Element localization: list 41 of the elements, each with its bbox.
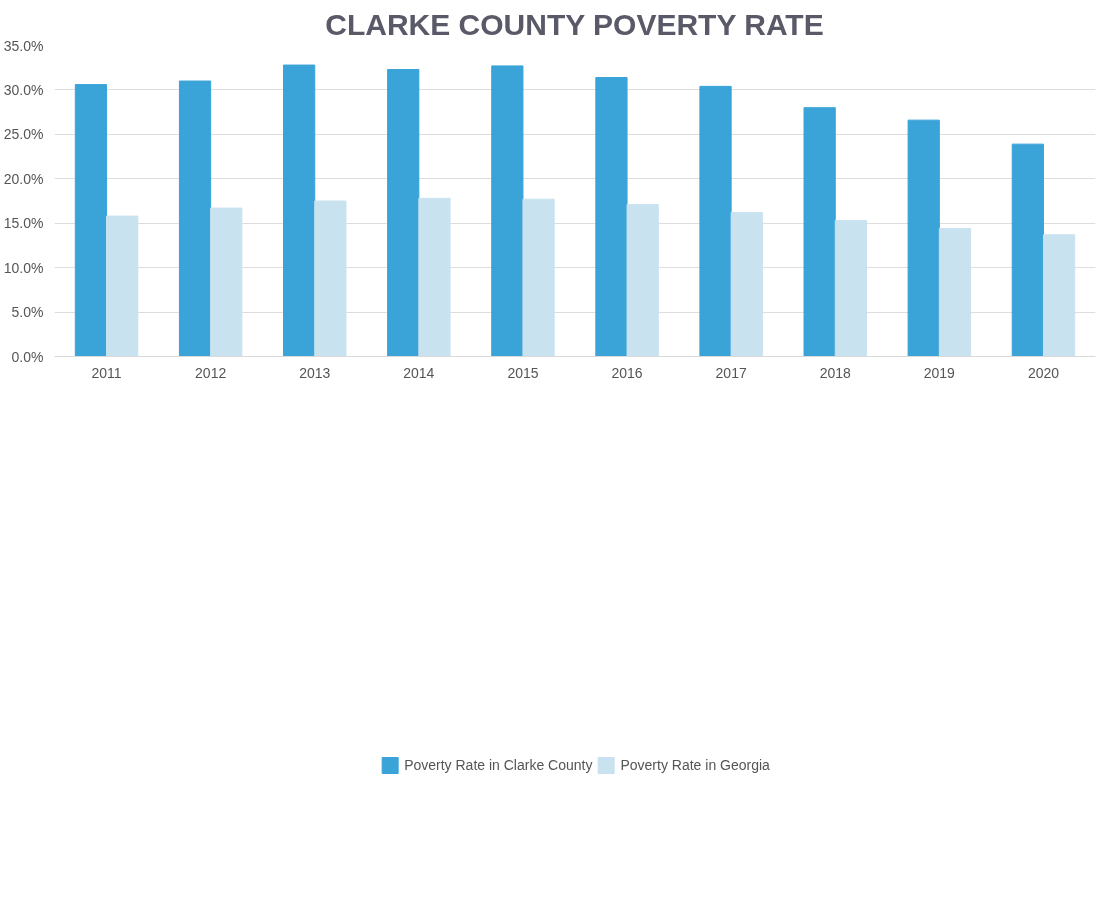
x-tick-label: 2015: [507, 364, 539, 381]
bar: [522, 198, 555, 357]
bar: [730, 212, 763, 357]
y-tick-label: 0.0%: [11, 348, 44, 365]
x-tick-label: 2014: [403, 364, 435, 381]
bar: [907, 119, 940, 357]
bar: [106, 215, 139, 357]
bar: [283, 64, 316, 357]
x-tick-label: 2011: [91, 364, 122, 381]
x-tick-label: 2020: [1027, 364, 1060, 381]
bar: [595, 76, 628, 357]
bar: [210, 207, 243, 357]
x-tick-label: 2018: [819, 364, 852, 381]
legend-label: Poverty Rate in Clarke County: [404, 757, 593, 773]
y-tick-label: 20.0%: [3, 170, 44, 187]
bar: [626, 204, 659, 357]
y-tick-label: 35.0%: [3, 37, 44, 54]
bar: [491, 65, 524, 357]
y-tick-label: 25.0%: [3, 126, 44, 143]
x-tick-label: 2017: [715, 364, 747, 381]
bar: [834, 220, 867, 357]
bar: [803, 107, 836, 357]
x-tick-label: 2012: [195, 364, 227, 381]
y-tick-label: 5.0%: [11, 304, 44, 321]
bar: [1011, 143, 1044, 357]
legend-label: Poverty Rate in Georgia: [620, 757, 770, 773]
bar: [699, 85, 732, 357]
y-tick-label: 30.0%: [3, 81, 44, 98]
bar: [938, 228, 972, 357]
bar: [74, 84, 108, 357]
y-tick-label: 15.0%: [3, 215, 44, 232]
bar: [314, 200, 347, 357]
bar: [1042, 234, 1076, 357]
x-tick-label: 2013: [299, 364, 331, 381]
chart-title: CLARKE COUNTY POVERTY RATE: [325, 7, 824, 41]
bar: [418, 197, 451, 357]
x-tick-label: 2016: [611, 364, 643, 381]
x-tick-label: 2019: [923, 364, 956, 381]
y-tick-label: 10.0%: [3, 259, 44, 276]
bar: [387, 68, 420, 357]
bar: [178, 80, 212, 357]
